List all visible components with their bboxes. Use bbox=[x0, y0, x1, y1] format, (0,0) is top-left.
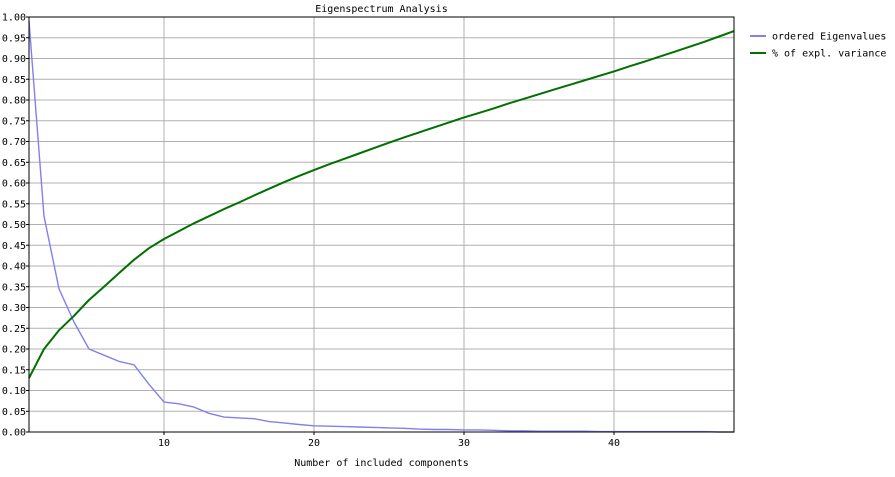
legend-label: % of expl. variance bbox=[772, 49, 886, 60]
grid-lines bbox=[29, 17, 734, 432]
y-tick-label: 0.90 bbox=[2, 54, 26, 65]
x-axis-label: Number of included components bbox=[294, 458, 469, 469]
axis-ticks: 0.00 0.05 0.10 0.15 0.20 0.25 0.30 0.35 0.40 0.45… bbox=[2, 13, 620, 450]
y-tick-label: 0.10 bbox=[2, 386, 26, 397]
series-line-eigenvalues bbox=[28, 21, 734, 433]
legend-label: ordered Eigenvalues bbox=[772, 32, 886, 43]
y-tick-label: 1.00 bbox=[2, 13, 26, 24]
x-tick-label: 20 bbox=[308, 438, 320, 449]
x-tick-label: 10 bbox=[158, 438, 170, 449]
y-tick-label: 0.80 bbox=[2, 96, 26, 107]
chart-title: Eigenspectrum Analysis bbox=[315, 4, 447, 15]
y-tick-label: 0.65 bbox=[2, 158, 26, 169]
y-tick-label: 0.75 bbox=[2, 116, 26, 127]
y-tick-label: 0.50 bbox=[2, 220, 26, 231]
y-tick-label: 0.25 bbox=[2, 324, 26, 335]
legend: ordered Eigenvalues % of expl. variance bbox=[750, 32, 886, 60]
y-tick-label: 0.95 bbox=[2, 33, 26, 44]
x-tick-label: 30 bbox=[458, 438, 470, 449]
y-tick-label: 0.20 bbox=[2, 345, 26, 356]
y-tick-label: 0.70 bbox=[2, 137, 26, 148]
series-line-explained-variance bbox=[28, 30, 735, 379]
y-tick-label: 0.40 bbox=[2, 262, 26, 273]
y-tick-label: 0.45 bbox=[2, 241, 26, 252]
y-tick-label: 0.85 bbox=[2, 75, 26, 86]
series-lines bbox=[28, 21, 735, 433]
x-tick-label: 40 bbox=[608, 438, 620, 449]
y-tick-label: 0.00 bbox=[2, 428, 26, 439]
y-tick-label: 0.35 bbox=[2, 282, 26, 293]
y-tick-label: 0.15 bbox=[2, 365, 26, 376]
y-tick-label: 0.30 bbox=[2, 303, 26, 314]
y-tick-label: 0.60 bbox=[2, 179, 26, 190]
y-tick-label: 0.05 bbox=[2, 407, 26, 418]
y-tick-label: 0.55 bbox=[2, 199, 26, 210]
